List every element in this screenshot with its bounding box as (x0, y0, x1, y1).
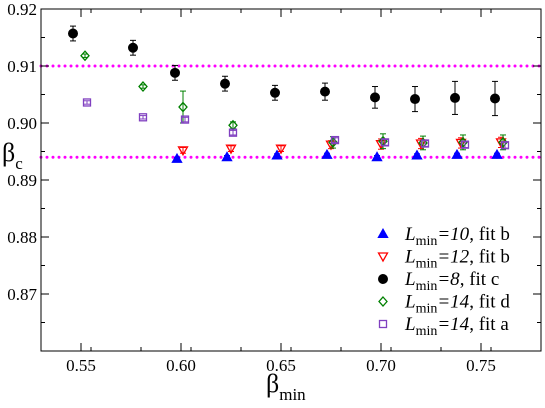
data-point (128, 42, 138, 53)
data-point (321, 148, 333, 159)
y-tick-label: 0.91 (7, 57, 37, 76)
data-point (450, 92, 460, 103)
series-4 (82, 98, 510, 150)
series-0 (171, 148, 503, 163)
data-point (180, 115, 190, 124)
data-point (80, 50, 90, 62)
data-point (178, 101, 188, 113)
error-bar (228, 145, 234, 152)
data-point (370, 92, 380, 103)
y-tick-label: 0.88 (7, 228, 37, 247)
data-point (220, 78, 230, 89)
y-tick-label: 0.92 (7, 0, 37, 19)
axes: 0.55 0.60 0.65 0.70 0.75 0.87 0.88 0.89 0.90 0.91… (7, 0, 542, 375)
reference-lines (39, 64, 543, 159)
data-point (451, 148, 463, 159)
error-bar (278, 145, 284, 152)
y-axis-title: βc (2, 138, 23, 173)
data-point (460, 140, 470, 149)
data-point (500, 141, 510, 150)
data-point (498, 136, 508, 148)
data-point (228, 128, 238, 137)
data-point (221, 151, 233, 162)
data-point (171, 152, 183, 163)
error-bar (140, 115, 146, 120)
data-point (410, 94, 420, 105)
data-point (225, 144, 237, 155)
y-tick-label: 0.87 (7, 285, 37, 304)
data-point (138, 113, 148, 122)
data-point (328, 136, 338, 148)
error-bar (230, 129, 236, 136)
x-tick-label: 0.60 (166, 356, 196, 375)
data-point (170, 67, 180, 78)
data-point (420, 139, 430, 148)
data-point (271, 149, 283, 160)
error-bar (332, 137, 338, 143)
legend-label: Lmin=10, fit b (404, 224, 510, 249)
error-bar (84, 100, 90, 105)
legend-marker (377, 227, 389, 238)
legend-marker (378, 319, 388, 329)
data-point (380, 138, 390, 147)
legend-label: Lmin=14, fit a (404, 314, 509, 339)
data-point (491, 148, 503, 159)
data-point (320, 86, 330, 97)
y-tick-label: 0.90 (7, 114, 37, 133)
data-point (371, 151, 383, 162)
x-tick-label: 0.75 (466, 356, 496, 375)
data-point (68, 28, 78, 39)
data-point (330, 135, 340, 145)
x-tick-label: 0.70 (366, 356, 396, 375)
legend-label: Lmin=8, fit c (404, 269, 499, 294)
data-point (177, 146, 189, 157)
error-bar (182, 116, 188, 123)
legend-label: Lmin=12, fit b (404, 247, 510, 272)
data-point (270, 87, 280, 98)
data-point (490, 93, 500, 104)
data-point (82, 98, 92, 107)
y-tick-label: 0.89 (7, 171, 37, 190)
data-point (411, 149, 423, 160)
x-tick-label: 0.55 (66, 356, 96, 375)
x-tick-label: 0.65 (266, 356, 296, 375)
legend-marker (378, 274, 388, 284)
data-point (275, 144, 287, 155)
legend-marker (377, 252, 389, 263)
data-points (68, 25, 510, 163)
x-axis-title: βmin (266, 369, 306, 403)
legend-marker (378, 296, 388, 307)
legend-label: Lmin=14, fit d (404, 292, 510, 317)
series-2 (68, 25, 500, 117)
data-point (138, 81, 148, 92)
